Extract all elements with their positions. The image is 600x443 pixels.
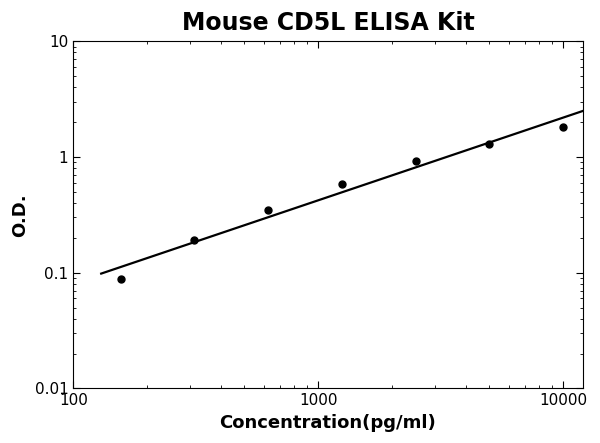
Y-axis label: O.D.: O.D. (11, 193, 29, 237)
X-axis label: Concentration(pg/ml): Concentration(pg/ml) (220, 414, 436, 432)
Title: Mouse CD5L ELISA Kit: Mouse CD5L ELISA Kit (182, 11, 474, 35)
